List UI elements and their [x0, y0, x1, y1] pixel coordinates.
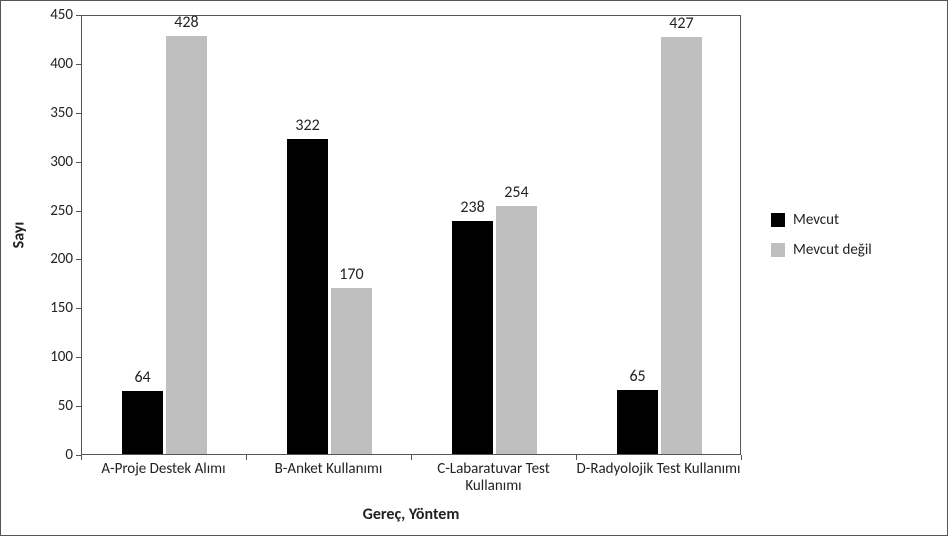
xtick-mark	[411, 455, 412, 460]
plot-area: 64 428 322 170 238 254 65 427	[81, 15, 741, 455]
ytick-label: 250	[13, 202, 73, 220]
legend-item: Mevcut	[771, 211, 872, 229]
bar	[661, 37, 703, 455]
ytick-label: 200	[13, 250, 73, 268]
ytick-label: 400	[13, 55, 73, 73]
bar-value-label: 254	[504, 183, 528, 202]
legend-swatch	[771, 243, 785, 257]
legend-label: Mevcut	[793, 211, 839, 229]
ytick-label: 450	[13, 6, 73, 24]
category-label: B-Anket Kullanımı	[246, 461, 411, 478]
bar	[166, 36, 208, 454]
x-axis-label: Gereç, Yöntem	[81, 505, 741, 524]
bar-value-label: 428	[174, 13, 198, 32]
legend-item: Mevcut değil	[771, 241, 872, 259]
bar	[496, 206, 538, 454]
bar	[122, 391, 164, 454]
bar-value-label: 238	[460, 198, 484, 217]
category-label: C-Labaratuvar Test Kullanımı	[411, 461, 576, 496]
category-label: A-Proje Destek Alımı	[81, 461, 246, 478]
legend-swatch	[771, 213, 785, 227]
xtick-mark	[741, 455, 742, 460]
bar	[331, 288, 373, 454]
bar-value-label: 322	[295, 116, 319, 135]
xtick-mark	[246, 455, 247, 460]
category-label: D-Radyolojik Test Kullanımı	[576, 461, 741, 478]
ytick-label: 150	[13, 299, 73, 317]
ytick-label: 350	[13, 104, 73, 122]
legend-label: Mevcut değil	[793, 241, 872, 259]
ytick-label: 300	[13, 153, 73, 171]
ytick-label: 0	[13, 446, 73, 464]
bar-value-label: 427	[669, 14, 693, 33]
legend: Mevcut Mevcut değil	[771, 211, 872, 271]
bar	[287, 139, 329, 454]
bar	[617, 390, 659, 454]
xtick-mark	[81, 455, 82, 460]
chart-frame: Sayı Gereç, Yöntem 0 50 100 150 200 250 300 350…	[0, 0, 948, 536]
bar	[452, 221, 494, 454]
bar-value-label: 64	[134, 368, 150, 387]
y-axis-label: Sayı	[10, 222, 29, 249]
ytick-label: 50	[13, 397, 73, 415]
bar-value-label: 65	[629, 367, 645, 386]
ytick-label: 100	[13, 348, 73, 366]
bar-value-label: 170	[339, 265, 363, 284]
